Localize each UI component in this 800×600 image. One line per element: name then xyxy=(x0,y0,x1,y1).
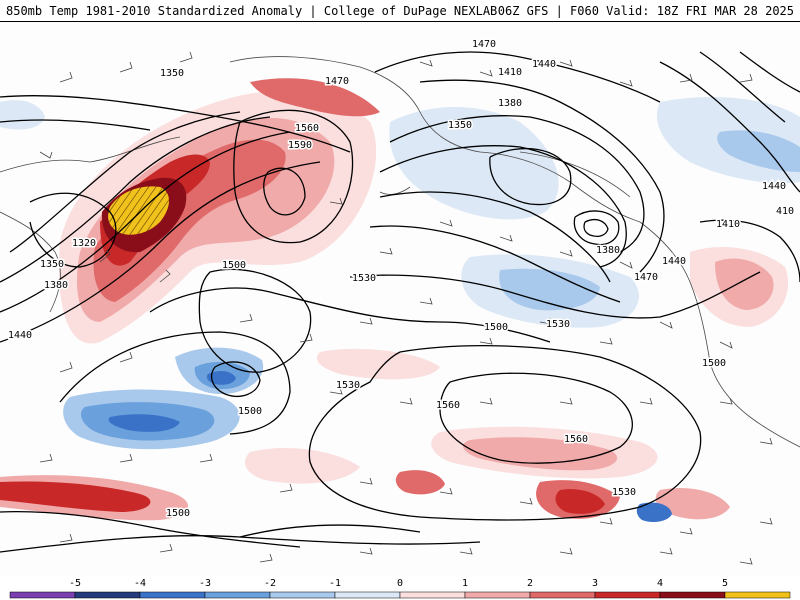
contour-label: 1590 xyxy=(288,140,312,151)
contour-label: 1530 xyxy=(336,380,360,391)
color-scale-tick-label: -4 xyxy=(134,578,146,589)
contour-label: 1500 xyxy=(702,358,726,369)
contour-label: 1530 xyxy=(546,319,570,330)
contour-label: 1320 xyxy=(72,238,96,249)
color-scale-bin xyxy=(334,591,401,599)
color-scale-legend: -5 -4 -3 -2 -1 0 1 2 3 4 5 xyxy=(0,575,800,600)
color-scale-bin xyxy=(724,591,791,599)
map-canvas: 1350 1470 1560 1590 1320 1350 1380 1440 … xyxy=(0,38,800,565)
contour-label: 1440 xyxy=(8,330,32,341)
color-scale-bin xyxy=(139,591,206,599)
contour-label: 1470 xyxy=(325,76,349,87)
contour-label: 1500 xyxy=(166,508,190,519)
contour-label: 1350 xyxy=(40,259,64,270)
contour-label: 1500 xyxy=(222,260,246,271)
color-scale-ticks: -5 -4 -3 -2 -1 0 1 2 3 4 5 xyxy=(69,578,728,589)
contour-label: 1350 xyxy=(448,120,472,131)
contour-label: 1560 xyxy=(436,400,460,411)
color-scale-tick-label: 3 xyxy=(592,578,598,589)
header-bar: 850mb Temp 1981-2010 Standardized Anomal… xyxy=(0,0,800,22)
color-scale-tick-label: 4 xyxy=(657,578,663,589)
contour-label: 1380 xyxy=(44,280,68,291)
contour-label: 1500 xyxy=(484,322,508,333)
contour-label: 1410 xyxy=(498,67,522,78)
color-scale-bin xyxy=(594,591,661,599)
color-scale-bin xyxy=(9,591,76,599)
color-scale-tick-label: -1 xyxy=(329,578,341,589)
contour-label: 1380 xyxy=(498,98,522,109)
color-scale-tick-label: 5 xyxy=(722,578,728,589)
contour-label: 1530 xyxy=(612,487,636,498)
contour-label: 1560 xyxy=(564,434,588,445)
contour-label: 1530 xyxy=(352,273,376,284)
contour-label: 1380 xyxy=(596,245,620,256)
color-scale-bin xyxy=(399,591,466,599)
color-scale-bin xyxy=(204,591,271,599)
color-scale-bin xyxy=(529,591,596,599)
color-scale-tick-label: 2 xyxy=(527,578,533,589)
map-area: 1350 1470 1560 1590 1320 1350 1380 1440 … xyxy=(0,22,800,575)
contour-label: 1410 xyxy=(716,219,740,230)
contour-label: 1440 xyxy=(532,59,556,70)
contour-label: 1470 xyxy=(472,39,496,50)
contour-label: 1350 xyxy=(160,68,184,79)
contour-label: 1560 xyxy=(295,123,319,134)
contour-label: 1440 xyxy=(762,181,786,192)
contour-label: 1470 xyxy=(634,272,658,283)
color-scale-tick-label: 1 xyxy=(462,578,468,589)
color-scale-bars xyxy=(9,591,791,599)
contour-label: 410 xyxy=(776,206,794,217)
coastlines xyxy=(0,56,800,448)
color-scale-bin xyxy=(464,591,531,599)
run-info: 06Z GFS | F060 Valid: 18Z FRI MAR 28 202… xyxy=(497,4,794,18)
color-scale-tick-label: -5 xyxy=(69,578,81,589)
color-scale-tick-label: -3 xyxy=(199,578,211,589)
color-scale-bin xyxy=(74,591,141,599)
color-scale-bin xyxy=(659,591,726,599)
color-scale: -5 -4 -3 -2 -1 0 1 2 3 4 5 xyxy=(9,578,791,599)
anomaly-shading-positive xyxy=(0,78,789,521)
color-scale-tick-label: 0 xyxy=(397,578,403,589)
wind-barbs xyxy=(39,51,773,565)
contour-labels: 1350 1470 1560 1590 1320 1350 1380 1440 … xyxy=(7,38,796,521)
contour-label: 1500 xyxy=(238,406,262,417)
map-title: 850mb Temp 1981-2010 Standardized Anomal… xyxy=(6,4,498,18)
color-scale-tick-label: -2 xyxy=(264,578,276,589)
anomaly-shading-negative xyxy=(0,97,800,522)
height-contours xyxy=(0,51,800,553)
contour-label: 1440 xyxy=(662,256,686,267)
color-scale-bin xyxy=(269,591,336,599)
